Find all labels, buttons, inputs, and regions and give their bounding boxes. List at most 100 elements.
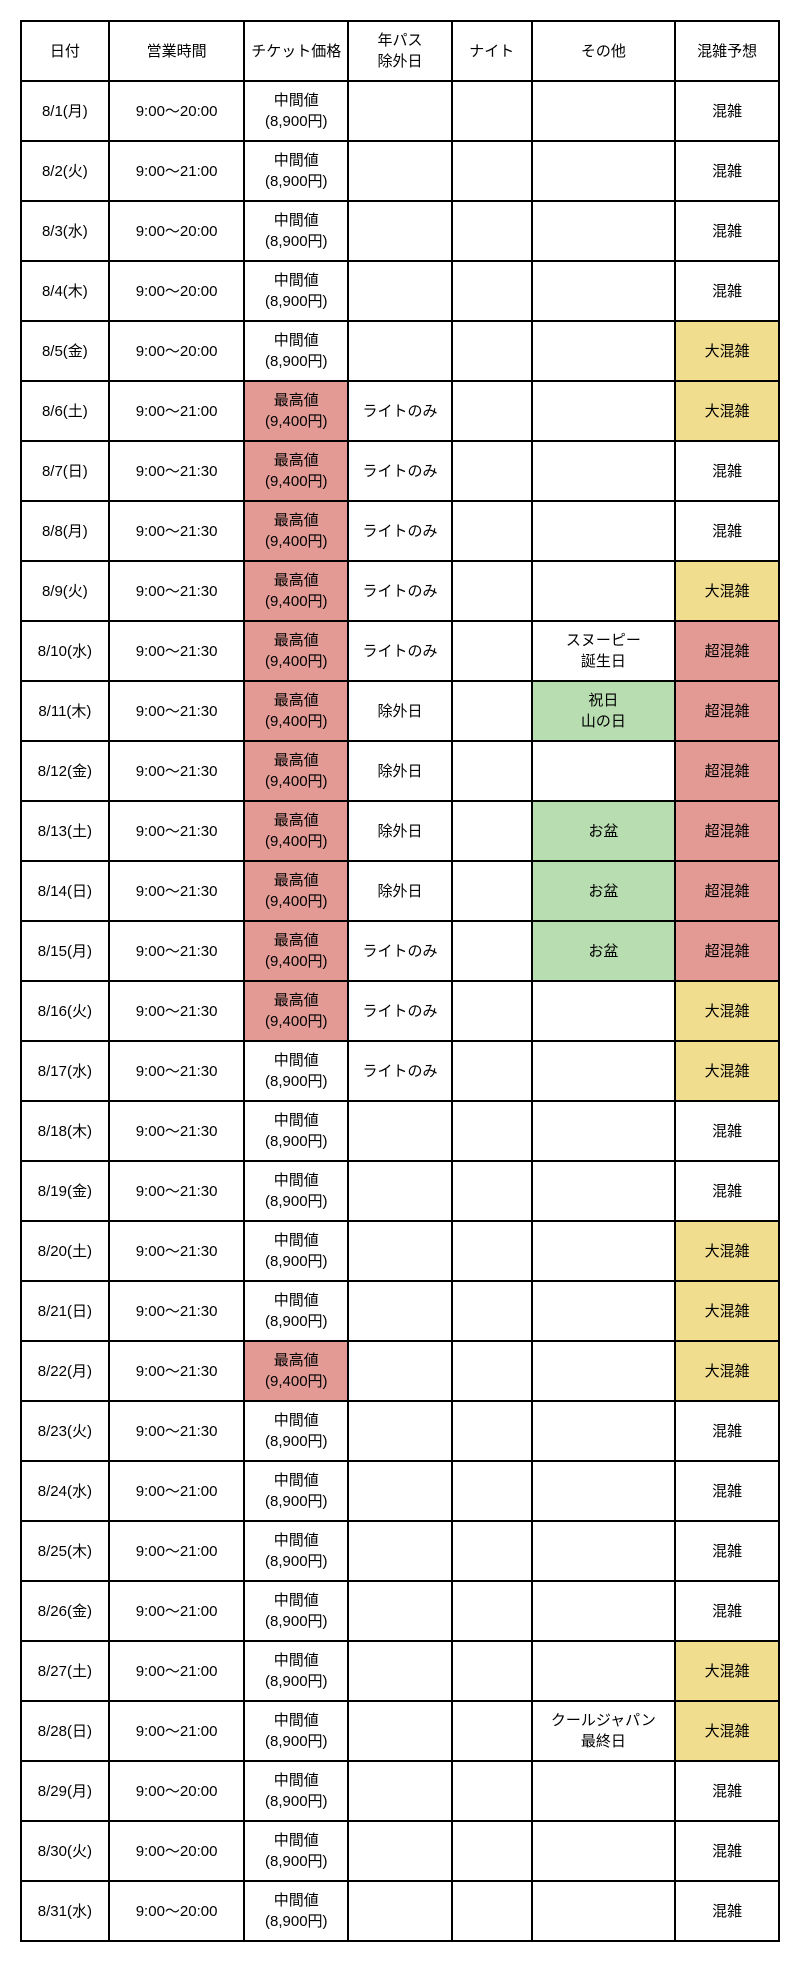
cell-annual-pass: ライトのみ xyxy=(348,981,452,1041)
cell-crowd-forecast: 混雑 xyxy=(675,1581,779,1641)
ticket-price: (8,900円) xyxy=(249,1131,343,1152)
ticket-label: 中間値 xyxy=(249,1290,343,1311)
other-line2: 誕生日 xyxy=(537,651,671,672)
cell-annual-pass xyxy=(348,1521,452,1581)
cell-hours: 9:00～20:00 xyxy=(109,1761,245,1821)
cell-ticket-price: 最高値(9,400円) xyxy=(244,981,348,1041)
table-row: 8/27(土)9:00～21:00中間値(8,900円)大混雑 xyxy=(21,1641,779,1701)
table-row: 8/2(火)9:00～21:00中間値(8,900円)混雑 xyxy=(21,141,779,201)
table-row: 8/10(水)9:00～21:30最高値(9,400円)ライトのみスヌーピー誕生… xyxy=(21,621,779,681)
cell-date: 8/27(土) xyxy=(21,1641,109,1701)
cell-annual-pass xyxy=(348,1461,452,1521)
table-row: 8/5(金)9:00～20:00中間値(8,900円)大混雑 xyxy=(21,321,779,381)
cell-hours: 9:00～21:30 xyxy=(109,1401,245,1461)
cell-other xyxy=(532,741,676,801)
header-crowd: 混雑予想 xyxy=(675,21,779,81)
cell-annual-pass xyxy=(348,1881,452,1941)
table-row: 8/4(木)9:00～20:00中間値(8,900円)混雑 xyxy=(21,261,779,321)
cell-date: 8/13(土) xyxy=(21,801,109,861)
cell-night xyxy=(452,1821,532,1881)
cell-annual-pass xyxy=(348,1281,452,1341)
cell-date: 8/11(木) xyxy=(21,681,109,741)
cell-hours: 9:00～21:00 xyxy=(109,1521,245,1581)
table-row: 8/12(金)9:00～21:30最高値(9,400円)除外日超混雑 xyxy=(21,741,779,801)
cell-night xyxy=(452,921,532,981)
cell-hours: 9:00～21:00 xyxy=(109,381,245,441)
table-row: 8/24(水)9:00～21:00中間値(8,900円)混雑 xyxy=(21,1461,779,1521)
cell-night xyxy=(452,141,532,201)
cell-ticket-price: 中間値(8,900円) xyxy=(244,1461,348,1521)
cell-date: 8/12(金) xyxy=(21,741,109,801)
cell-annual-pass: 除外日 xyxy=(348,861,452,921)
ticket-label: 中間値 xyxy=(249,1050,343,1071)
cell-date: 8/19(金) xyxy=(21,1161,109,1221)
schedule-table: 日付 営業時間 チケット価格 年パス除外日 ナイト その他 混雑予想 8/1(月… xyxy=(20,20,780,1942)
cell-crowd-forecast: 混雑 xyxy=(675,1401,779,1461)
cell-other xyxy=(532,201,676,261)
cell-annual-pass xyxy=(348,1761,452,1821)
cell-ticket-price: 中間値(8,900円) xyxy=(244,201,348,261)
cell-annual-pass xyxy=(348,1581,452,1641)
cell-annual-pass xyxy=(348,1161,452,1221)
cell-other xyxy=(532,141,676,201)
cell-annual-pass: ライトのみ xyxy=(348,441,452,501)
cell-crowd-forecast: 混雑 xyxy=(675,1881,779,1941)
cell-ticket-price: 中間値(8,900円) xyxy=(244,1101,348,1161)
cell-hours: 9:00～21:00 xyxy=(109,1581,245,1641)
ticket-price: (9,400円) xyxy=(249,471,343,492)
cell-hours: 9:00～21:30 xyxy=(109,981,245,1041)
cell-other xyxy=(532,561,676,621)
ticket-label: 最高値 xyxy=(249,450,343,471)
cell-annual-pass xyxy=(348,1341,452,1401)
cell-hours: 9:00～21:30 xyxy=(109,921,245,981)
ticket-label: 最高値 xyxy=(249,1350,343,1371)
cell-crowd-forecast: 超混雑 xyxy=(675,621,779,681)
table-row: 8/19(金)9:00～21:30中間値(8,900円)混雑 xyxy=(21,1161,779,1221)
cell-other xyxy=(532,1041,676,1101)
table-row: 8/22(月)9:00～21:30最高値(9,400円)大混雑 xyxy=(21,1341,779,1401)
cell-night xyxy=(452,1581,532,1641)
cell-other xyxy=(532,1461,676,1521)
cell-ticket-price: 中間値(8,900円) xyxy=(244,1641,348,1701)
cell-night xyxy=(452,801,532,861)
table-row: 8/9(火)9:00～21:30最高値(9,400円)ライトのみ大混雑 xyxy=(21,561,779,621)
cell-ticket-price: 中間値(8,900円) xyxy=(244,1761,348,1821)
cell-ticket-price: 最高値(9,400円) xyxy=(244,501,348,561)
table-row: 8/29(月)9:00～20:00中間値(8,900円)混雑 xyxy=(21,1761,779,1821)
cell-ticket-price: 最高値(9,400円) xyxy=(244,441,348,501)
cell-hours: 9:00～21:00 xyxy=(109,1461,245,1521)
cell-other xyxy=(532,1821,676,1881)
ticket-price: (8,900円) xyxy=(249,111,343,132)
cell-annual-pass: ライトのみ xyxy=(348,921,452,981)
ticket-price: (9,400円) xyxy=(249,651,343,672)
cell-date: 8/10(水) xyxy=(21,621,109,681)
cell-annual-pass xyxy=(348,261,452,321)
cell-date: 8/2(火) xyxy=(21,141,109,201)
cell-ticket-price: 最高値(9,400円) xyxy=(244,741,348,801)
ticket-price: (9,400円) xyxy=(249,1371,343,1392)
cell-other: 祝日山の日 xyxy=(532,681,676,741)
other-line1: お盆 xyxy=(537,941,671,962)
cell-date: 8/21(日) xyxy=(21,1281,109,1341)
cell-ticket-price: 中間値(8,900円) xyxy=(244,321,348,381)
cell-date: 8/6(土) xyxy=(21,381,109,441)
cell-date: 8/14(日) xyxy=(21,861,109,921)
cell-night xyxy=(452,261,532,321)
table-row: 8/8(月)9:00～21:30最高値(9,400円)ライトのみ混雑 xyxy=(21,501,779,561)
ticket-label: 中間値 xyxy=(249,270,343,291)
cell-night xyxy=(452,1341,532,1401)
cell-other xyxy=(532,381,676,441)
cell-night xyxy=(452,201,532,261)
cell-other xyxy=(532,1581,676,1641)
cell-crowd-forecast: 大混雑 xyxy=(675,1701,779,1761)
cell-other xyxy=(532,1881,676,1941)
ticket-price: (8,900円) xyxy=(249,231,343,252)
cell-night xyxy=(452,681,532,741)
ticket-label: 最高値 xyxy=(249,750,343,771)
ticket-label: 最高値 xyxy=(249,570,343,591)
cell-crowd-forecast: 大混雑 xyxy=(675,1281,779,1341)
table-row: 8/21(日)9:00～21:30中間値(8,900円)大混雑 xyxy=(21,1281,779,1341)
cell-night xyxy=(452,1101,532,1161)
cell-annual-pass: ライトのみ xyxy=(348,1041,452,1101)
cell-annual-pass: 除外日 xyxy=(348,741,452,801)
